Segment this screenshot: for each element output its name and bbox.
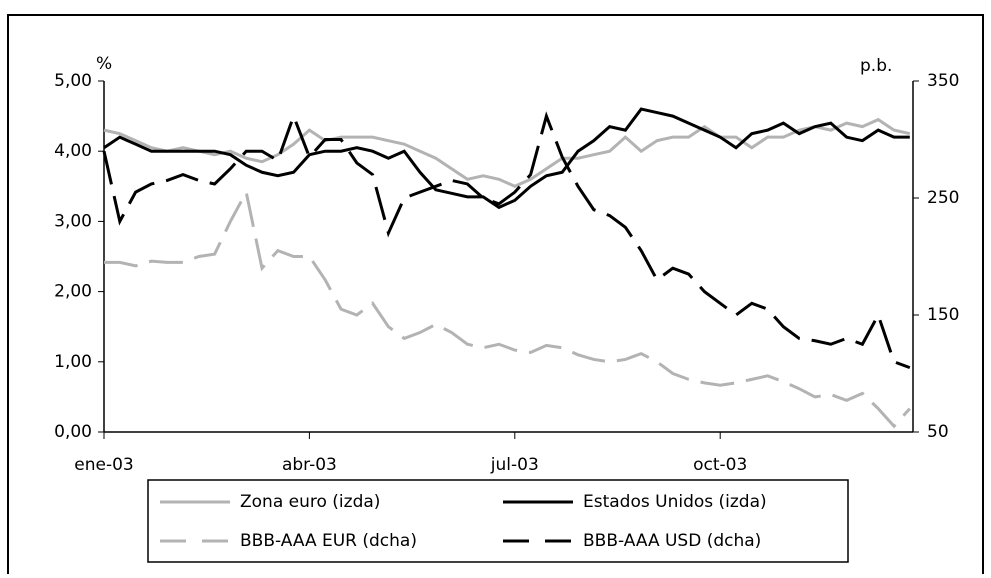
y-tick-label: 0,00 — [54, 422, 92, 442]
y2-tick-label: 50 — [927, 422, 949, 442]
y2-axis-label: p.b. — [860, 56, 892, 76]
y-tick-label: 3,00 — [54, 211, 92, 231]
legend-label: BBB-AAA USD (dcha) — [583, 531, 761, 551]
series-line — [102, 111, 911, 370]
y-axis-label: % — [96, 54, 112, 74]
legend-label: BBB-AAA EUR (dcha) — [240, 531, 417, 551]
x-tick-label: abr-03 — [282, 455, 337, 475]
y2-tick-label: 250 — [927, 188, 959, 208]
series-line — [103, 117, 911, 188]
legend-label: Estados Unidos (izda) — [583, 492, 767, 512]
y-tick-label: 1,00 — [54, 352, 92, 372]
legend-label: Zona euro (izda) — [240, 492, 380, 512]
frame — [7, 14, 984, 578]
x-tick-label: oct-03 — [693, 455, 747, 475]
series-line — [103, 107, 910, 210]
y2-tick-label: 150 — [927, 305, 959, 325]
x-tick-label: ene-03 — [74, 455, 133, 475]
y-tick-label: 4,00 — [54, 141, 92, 161]
series-line — [104, 187, 911, 429]
y-tick-label: 2,00 — [54, 282, 92, 302]
y2-tick-label: 350 — [927, 71, 959, 91]
legend — [147, 479, 849, 563]
x-tick-label: jul-03 — [490, 455, 539, 475]
y-tick-label: 5,00 — [54, 71, 92, 91]
